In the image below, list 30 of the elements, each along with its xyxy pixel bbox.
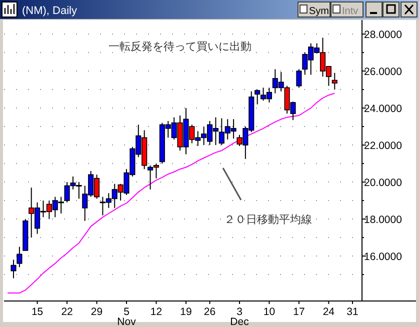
x-tick-label: 10 bbox=[263, 306, 276, 318]
x-tick-label: 5 Nov bbox=[117, 306, 137, 327]
line-series bbox=[7, 92, 336, 294]
x-tick-label: 19 bbox=[180, 306, 192, 318]
x-tick-label: 12 bbox=[150, 306, 162, 318]
x-tick-label: 26 bbox=[204, 306, 216, 318]
x-tick-label: 3 Dec bbox=[230, 306, 249, 327]
y-tick-label: 20.0000 bbox=[364, 177, 402, 190]
toggle-button: Intv bbox=[330, 2, 364, 18]
candlestick bbox=[332, 72, 338, 90]
y-tick-label: 16.0000 bbox=[364, 251, 402, 264]
y-tick-label: 28.0000 bbox=[364, 29, 402, 42]
x-tick-label: 24 bbox=[322, 306, 335, 318]
y-tick-label: 24.0000 bbox=[364, 103, 402, 116]
x-tick-label: 15 bbox=[31, 306, 44, 318]
chart-title: (NM), Daily bbox=[22, 5, 78, 17]
y-tick-label: 22.0000 bbox=[364, 140, 402, 152]
x-tick-label: 22 bbox=[61, 306, 74, 318]
candlestick bbox=[296, 68, 302, 88]
y-tick-label: 18.0000 bbox=[364, 214, 402, 226]
toggle-button: Sym bbox=[298, 2, 330, 18]
x-tick-label: 31 bbox=[346, 306, 358, 318]
candlestick bbox=[16, 246, 22, 268]
annotation: 一転反発を待って買いに出動 bbox=[108, 40, 252, 53]
candlestick bbox=[10, 259, 16, 279]
x-tick-label: 17 bbox=[293, 306, 305, 318]
x-tick-label: 29 bbox=[90, 306, 103, 318]
candlestick bbox=[254, 89, 260, 105]
text: ２０日移動平均線 bbox=[224, 214, 312, 226]
y-tick-label: 26.0000 bbox=[364, 66, 402, 78]
